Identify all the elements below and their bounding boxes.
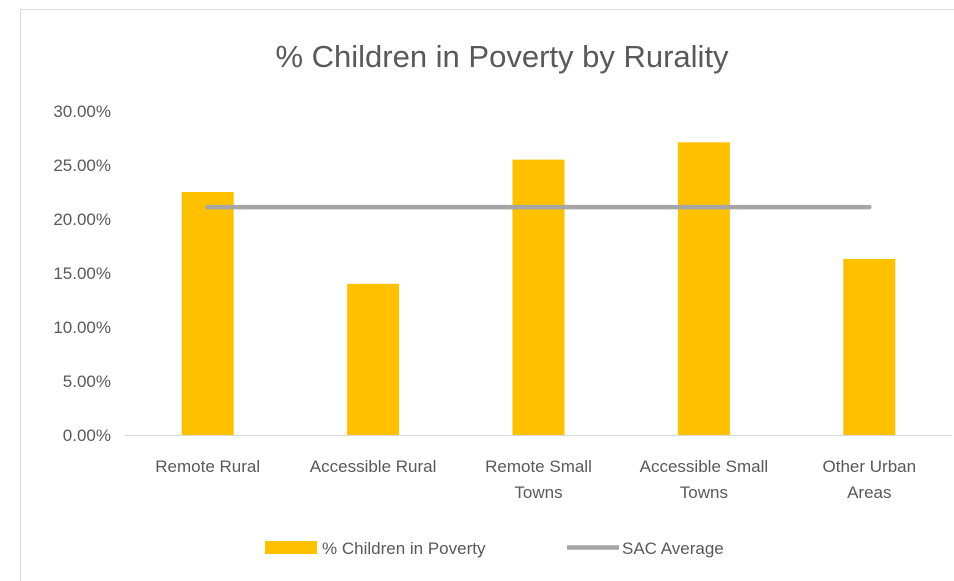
x-category-label: Towns [680, 483, 728, 502]
y-tick-label: 0.00% [63, 426, 111, 445]
bar [347, 283, 400, 435]
x-category-label: Accessible Rural [310, 457, 437, 476]
y-tick-label: 10.00% [53, 318, 111, 337]
bar [843, 258, 896, 435]
chart-frame [20, 9, 954, 581]
y-tick-label: 30.00% [53, 102, 111, 121]
y-axis: 0.00% 5.00% 10.00% 15.00% 20.00% 25.00% 30.00% [53, 102, 111, 445]
bar [677, 142, 730, 435]
legend-label: SAC Average [622, 539, 724, 558]
legend: % Children in Poverty SAC Average [265, 539, 724, 558]
chart-title: % Children in Poverty by Rurality [275, 39, 729, 74]
x-category-label: Areas [847, 483, 891, 502]
x-axis: Remote Rural Accessible Rural Remote Small… [125, 435, 952, 502]
legend-label: % Children in Poverty [322, 539, 486, 558]
y-tick-label: 5.00% [63, 372, 111, 391]
x-category-label: Remote Small [485, 457, 592, 476]
y-tick-label: 20.00% [53, 210, 111, 229]
x-category-label: Other Urban [823, 457, 917, 476]
y-tick-label: 25.00% [53, 156, 111, 175]
x-category-label: Remote Rural [155, 457, 260, 476]
bar-series [181, 142, 896, 435]
bar [181, 192, 234, 435]
bar [512, 159, 565, 435]
legend-swatch-bar [265, 541, 317, 554]
x-category-label: Towns [514, 483, 562, 502]
y-tick-label: 15.00% [53, 264, 111, 283]
x-category-label: Accessible Small [640, 457, 769, 476]
